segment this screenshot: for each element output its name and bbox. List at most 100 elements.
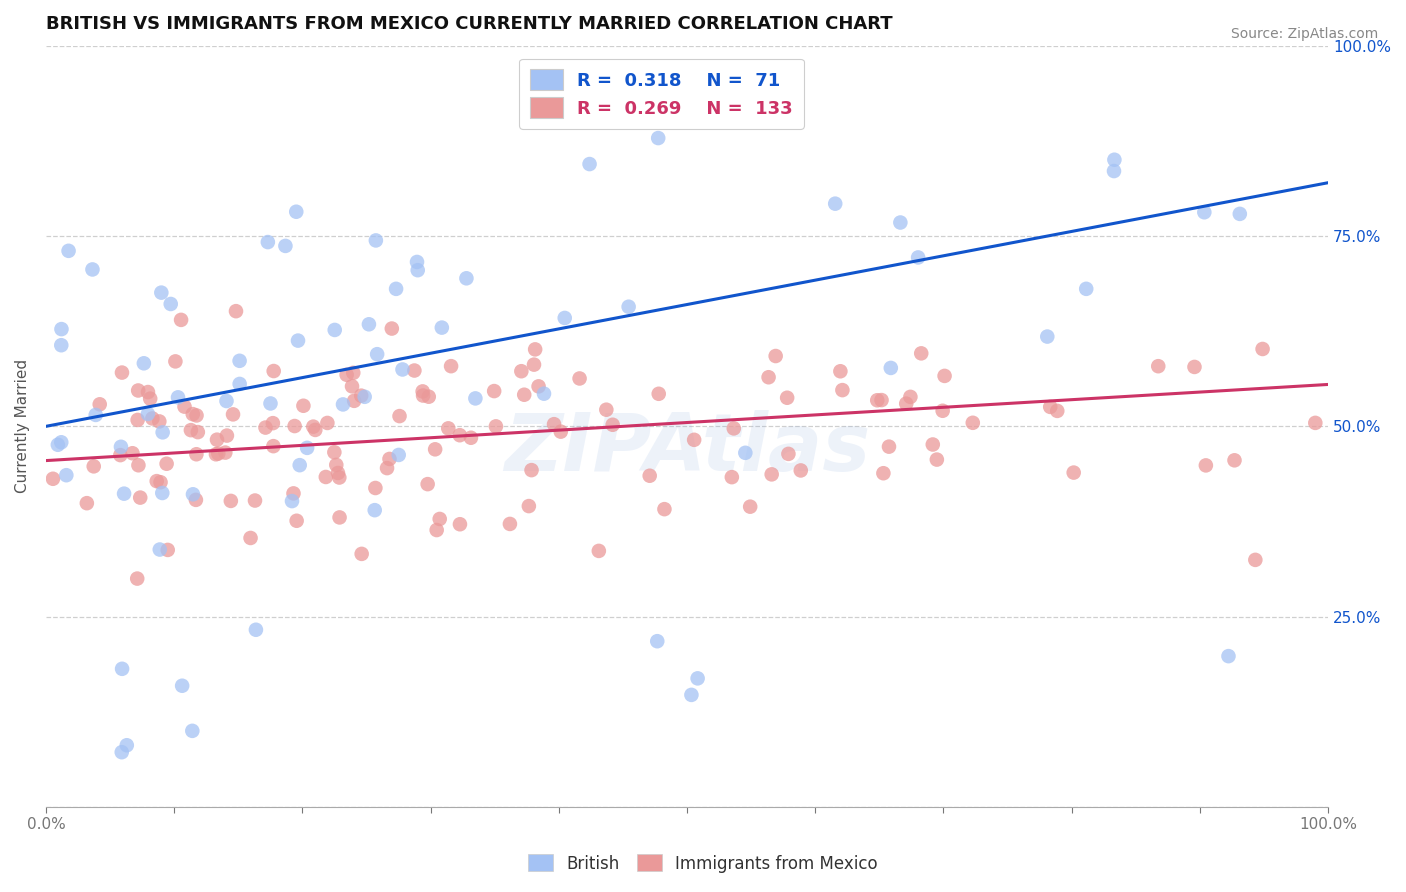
Point — [329, 510, 352, 524]
Point — [1305, 416, 1327, 430]
Point — [430, 320, 453, 334]
Point — [165, 354, 187, 368]
Point — [1147, 359, 1170, 374]
Point — [219, 494, 242, 508]
Point — [332, 397, 354, 411]
Point — [245, 623, 267, 637]
Point — [302, 419, 325, 434]
Point — [121, 446, 143, 460]
Point — [482, 384, 505, 398]
Point — [127, 413, 149, 427]
Point — [225, 304, 247, 318]
Point — [82, 262, 104, 277]
Point — [111, 745, 134, 759]
Point — [416, 477, 439, 491]
Point — [385, 282, 408, 296]
Point — [900, 390, 922, 404]
Point — [1244, 553, 1267, 567]
Point — [326, 466, 349, 480]
Point — [167, 390, 190, 404]
Point — [149, 475, 172, 490]
Point — [366, 347, 388, 361]
Point — [136, 385, 159, 400]
Point — [323, 445, 346, 459]
Point — [262, 416, 284, 430]
Point — [127, 458, 149, 473]
Point — [127, 384, 149, 398]
Point — [150, 486, 173, 500]
Point — [187, 425, 209, 439]
Point — [340, 379, 363, 393]
Point — [524, 343, 547, 357]
Y-axis label: Currently Married: Currently Married — [15, 359, 30, 493]
Point — [215, 428, 238, 442]
Point — [406, 263, 429, 277]
Point — [510, 364, 533, 378]
Point — [485, 419, 508, 434]
Point — [1195, 458, 1218, 473]
Point — [205, 447, 228, 461]
Point — [76, 496, 98, 510]
Point — [523, 358, 546, 372]
Point — [51, 322, 73, 336]
Point — [141, 411, 163, 425]
Point — [111, 366, 134, 380]
Point — [127, 572, 149, 586]
Point — [378, 452, 401, 467]
Point — [328, 470, 350, 484]
Point — [578, 157, 600, 171]
Point — [239, 531, 262, 545]
Point — [110, 448, 132, 462]
Point — [790, 463, 813, 477]
Point — [681, 688, 703, 702]
Point — [364, 481, 387, 495]
Point — [51, 435, 73, 450]
Point — [464, 392, 486, 406]
Point — [388, 409, 411, 423]
Point — [645, 634, 668, 648]
Point — [316, 416, 339, 430]
Point — [381, 321, 404, 335]
Point — [513, 388, 536, 402]
Point — [910, 346, 932, 360]
Point — [274, 239, 297, 253]
Point — [520, 463, 543, 477]
Legend: R =  0.318    N =  71, R =  0.269    N =  133: R = 0.318 N = 71, R = 0.269 N = 133 — [519, 59, 804, 129]
Point — [84, 408, 107, 422]
Point — [734, 446, 756, 460]
Point — [456, 271, 478, 285]
Point — [527, 379, 550, 393]
Point — [617, 300, 640, 314]
Point — [111, 662, 134, 676]
Point — [148, 414, 170, 428]
Point — [391, 362, 413, 376]
Point — [423, 442, 446, 457]
Point — [872, 467, 894, 481]
Point — [870, 393, 893, 408]
Point — [350, 547, 373, 561]
Point — [186, 447, 208, 461]
Point — [152, 425, 174, 440]
Point — [287, 334, 309, 348]
Point — [1104, 153, 1126, 167]
Point — [533, 386, 555, 401]
Point — [222, 408, 245, 422]
Point — [429, 512, 451, 526]
Text: BRITISH VS IMMIGRANTS FROM MEXICO CURRENTLY MARRIED CORRELATION CHART: BRITISH VS IMMIGRANTS FROM MEXICO CURREN… — [46, 15, 893, 33]
Point — [721, 470, 744, 484]
Point — [288, 458, 311, 472]
Point — [426, 523, 449, 537]
Point — [304, 423, 326, 437]
Point — [889, 215, 911, 229]
Point — [1076, 282, 1098, 296]
Point — [259, 396, 281, 410]
Point — [83, 459, 105, 474]
Point — [262, 439, 284, 453]
Point — [263, 364, 285, 378]
Point — [437, 421, 460, 435]
Point — [412, 388, 434, 402]
Point — [228, 376, 250, 391]
Point — [896, 396, 918, 410]
Point — [877, 440, 900, 454]
Point — [139, 392, 162, 406]
